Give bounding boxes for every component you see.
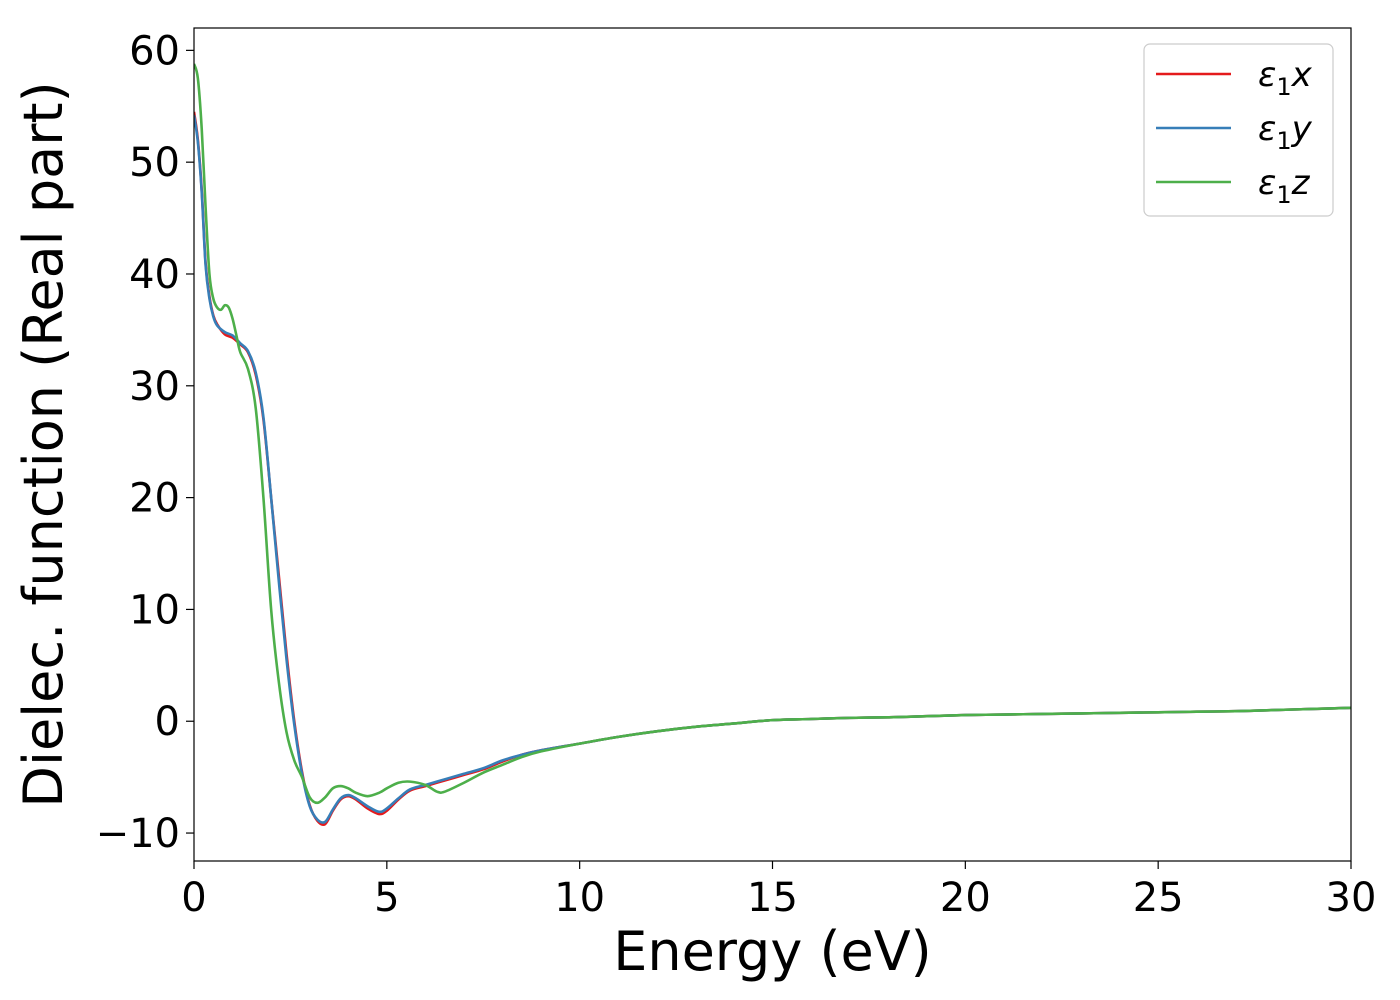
y-axis-label: Dielec. function (Real part) (12, 81, 75, 807)
x-axis-ticks: 0 5 10 15 20 25 30 (181, 861, 1376, 921)
x-axis-label: Energy (eV) (613, 920, 932, 983)
y-tick-label: 30 (129, 364, 180, 410)
x-tick-label: 5 (374, 875, 399, 921)
y-tick-label: 50 (129, 140, 180, 186)
legend-label-component: z (1291, 163, 1311, 203)
series-line-z (194, 63, 1351, 805)
y-tick-label: 0 (155, 699, 180, 745)
legend-label-subscript: 1 (1276, 127, 1291, 155)
x-tick-label: 0 (181, 875, 206, 921)
series-layer (194, 63, 1351, 827)
x-tick-label: 25 (1133, 875, 1184, 921)
legend-box (1143, 43, 1334, 217)
legend-label-component: x (1291, 55, 1313, 95)
y-tick-label: −10 (96, 811, 180, 857)
legend-label-subscript: 1 (1276, 73, 1291, 101)
legend-label-symbol: ε (1258, 55, 1276, 95)
series-line-y (194, 115, 1351, 824)
legend-label-y: ε1y (1258, 109, 1313, 155)
plot-area-frame (193, 27, 1352, 862)
x-tick-label: 20 (940, 875, 991, 921)
legend-label-component: y (1291, 109, 1313, 149)
legend-label-z: ε1z (1258, 163, 1311, 209)
legend-label-subscript: 1 (1276, 181, 1291, 209)
legend-label-x: ε1x (1258, 55, 1313, 101)
legend-label-symbol: ε (1258, 163, 1276, 203)
x-tick-label: 10 (554, 875, 605, 921)
y-tick-label: 20 (129, 476, 180, 522)
series-line-x (194, 111, 1351, 827)
y-tick-label: 40 (129, 252, 180, 298)
x-tick-label: 15 (747, 875, 798, 921)
y-axis-ticks: −10 0 10 20 30 40 50 60 (96, 28, 194, 857)
legend-label-symbol: ε (1258, 109, 1276, 149)
y-tick-label: 60 (129, 28, 180, 74)
x-tick-label: 30 (1326, 875, 1377, 921)
y-tick-label: 10 (129, 587, 180, 633)
